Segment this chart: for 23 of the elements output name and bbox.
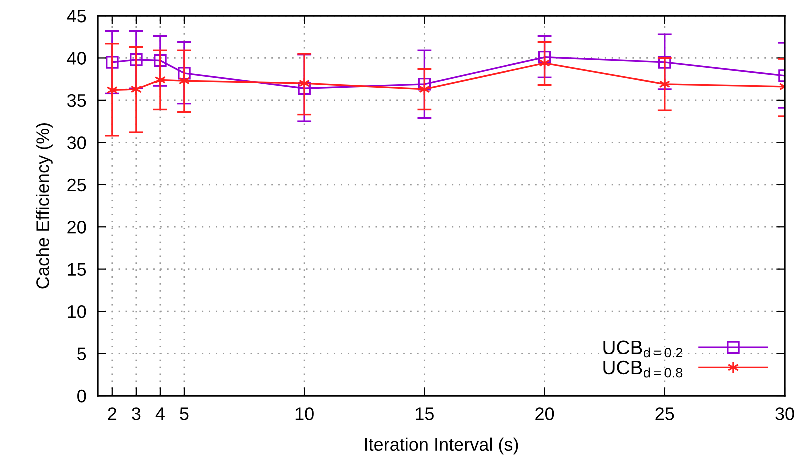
x-tick-label: 4 [156,408,165,420]
y-tick-label: 0 [78,390,86,403]
y-tick-label: 35 [67,94,86,108]
y-tick-label: 30 [67,136,86,150]
x-tick-label: 2 [108,408,117,420]
x-tick-label: 5 [180,408,189,420]
y-tick-label: 15 [68,263,86,276]
x-tick-label: 10 [296,408,314,420]
y-tick-label: 10 [68,305,86,318]
legend-label: UCB$_{d=0.2}$ [604,340,683,358]
y-tick-label: 25 [68,178,86,192]
y-tick-label: 40 [67,52,86,65]
x-axis-title: Iteration Interval (s) [365,438,518,455]
y-tick-label: 45 [67,10,86,23]
x-tick-label: 25 [656,408,674,420]
x-tick-label: 30 [776,408,794,420]
x-tick-label: 15 [416,408,434,420]
y-tick-label: 5 [78,348,86,360]
x-tick-label: 20 [536,408,554,420]
legend-label: UCB$_{d=0.8}$ [604,360,683,378]
y-axis-title: Cache Efficiency (%) [36,123,53,289]
x-tick-label: 3 [132,408,141,420]
y-tick-label: 20 [68,221,86,234]
